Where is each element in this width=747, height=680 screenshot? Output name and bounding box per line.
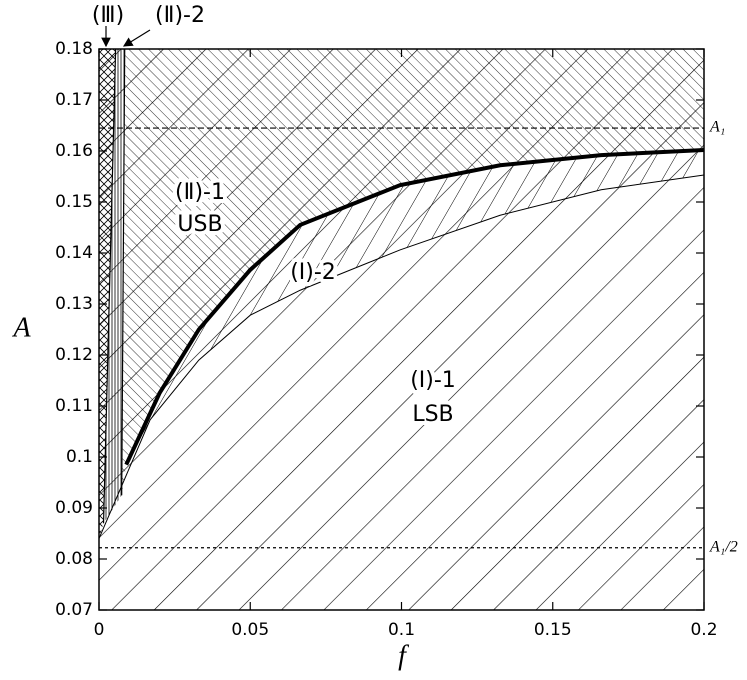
y-tick-label: 0.17 xyxy=(55,90,93,110)
regions xyxy=(99,49,704,610)
arrow xyxy=(122,29,151,47)
boundary-line xyxy=(124,147,705,466)
region-label: (Ⅱ)-2 xyxy=(155,3,205,28)
region-label: (Ⅲ) xyxy=(92,3,124,28)
region-label: LSB xyxy=(412,402,453,427)
y-tick-label: 0.16 xyxy=(55,141,93,161)
y-tick-label: 0.11 xyxy=(55,396,93,416)
reference-label: A₁/2 xyxy=(709,538,738,555)
x-tick-label: 0.1 xyxy=(388,620,415,640)
x-tick-label: 0.05 xyxy=(231,620,269,640)
region-label: (Ⅰ)-2 xyxy=(290,260,336,285)
x-tick-label: 0.2 xyxy=(690,620,717,640)
region xyxy=(121,49,704,496)
y-tick-label: 0.15 xyxy=(55,192,93,212)
y-tick-label: 0.09 xyxy=(55,498,93,518)
region-label: USB xyxy=(177,212,222,237)
region-label: (Ⅱ)-1 xyxy=(175,180,225,205)
boundary-line xyxy=(98,174,705,539)
y-tick-label: 0.07 xyxy=(55,600,93,620)
x-axis-label: f xyxy=(398,640,409,671)
region xyxy=(103,49,125,524)
y-tick-label: 0.1 xyxy=(66,447,93,467)
y-axis-label: A xyxy=(11,312,31,343)
reference-label: A₁ xyxy=(709,119,725,136)
region xyxy=(99,149,704,539)
x-tick-label: 0.15 xyxy=(534,620,572,640)
y-tick-label: 0.12 xyxy=(55,345,93,365)
x-tick-label: 0 xyxy=(94,620,105,640)
y-tick-label: 0.08 xyxy=(55,549,93,569)
region-label: (Ⅰ)-1 xyxy=(410,368,456,393)
boundary-line xyxy=(121,48,126,496)
y-tick-label: 0.14 xyxy=(55,243,93,263)
y-tick-label: 0.13 xyxy=(55,294,93,314)
y-tick-label: 0.18 xyxy=(55,39,93,59)
region xyxy=(99,49,116,539)
